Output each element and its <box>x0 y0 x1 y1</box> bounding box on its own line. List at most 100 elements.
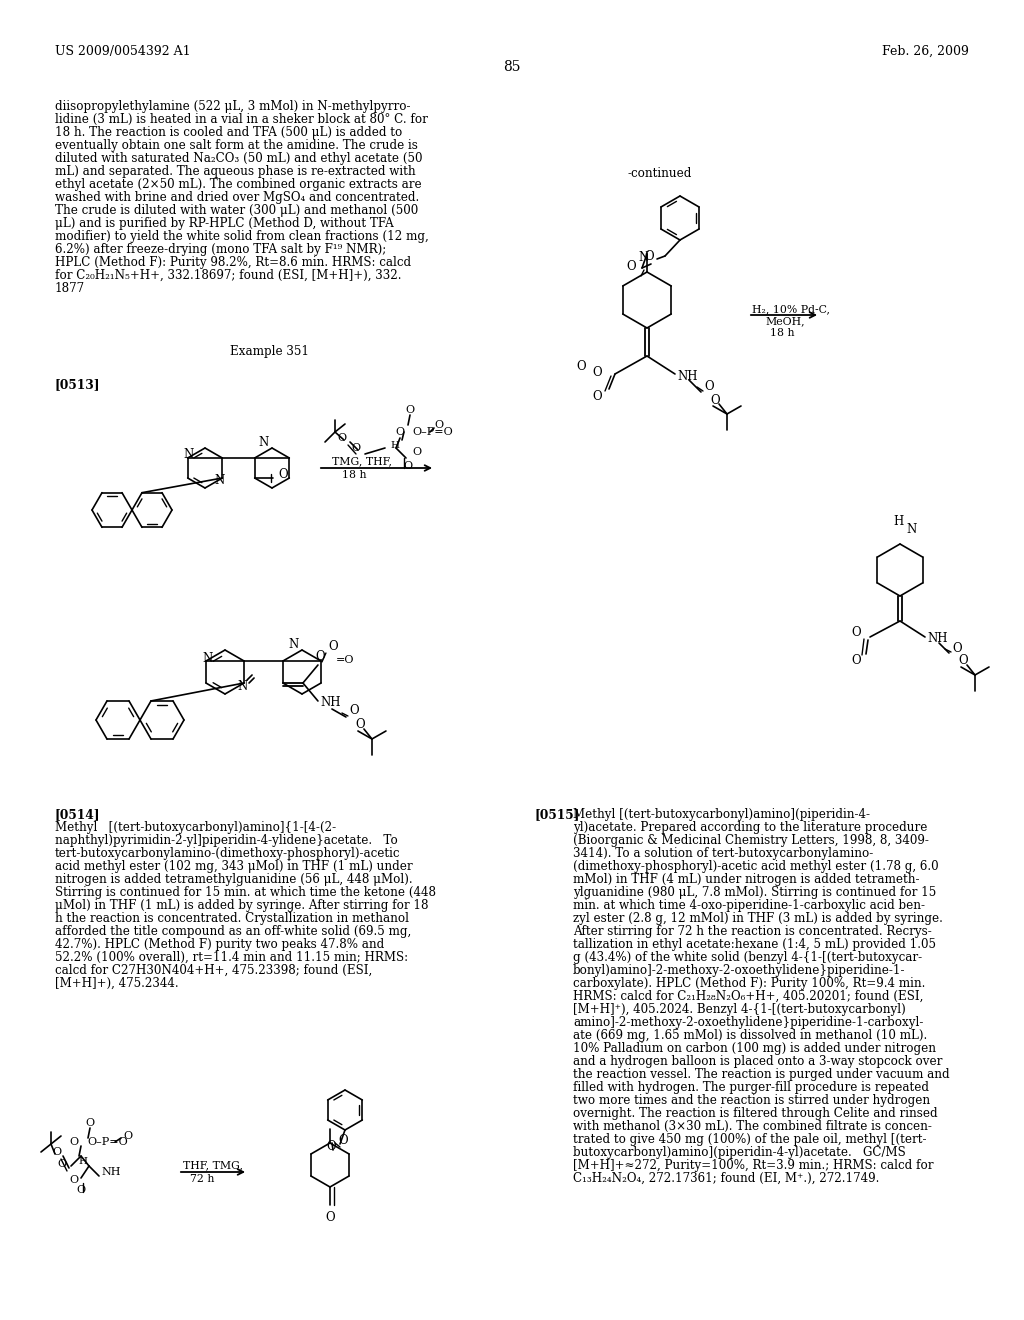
Text: The crude is diluted with water (300 μL) and methanol (500: The crude is diluted with water (300 μL)… <box>55 205 418 216</box>
Text: O: O <box>327 1139 336 1152</box>
Text: eventually obtain one salt form at the amidine. The crude is: eventually obtain one salt form at the a… <box>55 139 418 152</box>
Text: 3414). To a solution of tert-butoxycarbonylamino-: 3414). To a solution of tert-butoxycarbo… <box>573 847 873 861</box>
Text: O: O <box>328 640 338 653</box>
Text: O: O <box>434 420 443 430</box>
Text: O–P=O: O–P=O <box>87 1137 128 1147</box>
Text: (Bioorganic & Medicinal Chemistry Letters, 1998, 8, 3409-: (Bioorganic & Medicinal Chemistry Letter… <box>573 834 929 847</box>
Text: HPLC (Method F): Purity 98.2%, Rt=8.6 min. HRMS: calcd: HPLC (Method F): Purity 98.2%, Rt=8.6 mi… <box>55 256 411 269</box>
Text: N: N <box>214 474 224 487</box>
Text: O: O <box>577 359 586 372</box>
Text: O: O <box>711 393 720 407</box>
Text: 52.2% (100% overall), rt=11.4 min and 11.15 min; HRMS:: 52.2% (100% overall), rt=11.4 min and 11… <box>55 950 409 964</box>
Text: Feb. 26, 2009: Feb. 26, 2009 <box>882 45 969 58</box>
Text: for C₂₀H₂₁N₅+H+, 332.18697; found (ESI, [M+H]+), 332.: for C₂₀H₂₁N₅+H+, 332.18697; found (ESI, … <box>55 269 401 282</box>
Text: h the reaction is concentrated. Crystallization in methanol: h the reaction is concentrated. Crystall… <box>55 912 409 925</box>
Text: O: O <box>315 651 325 664</box>
Text: [M+H]+), 475.2344.: [M+H]+), 475.2344. <box>55 977 178 990</box>
Text: N: N <box>289 639 299 652</box>
Text: bonyl)amino]-2-methoxy-2-oxoethylidene}piperidine-1-: bonyl)amino]-2-methoxy-2-oxoethylidene}p… <box>573 964 905 977</box>
Text: diisopropylethylamine (522 μL, 3 mMol) in N-methylpyrro-: diisopropylethylamine (522 μL, 3 mMol) i… <box>55 100 411 114</box>
Text: yl)acetate. Prepared according to the literature procedure: yl)acetate. Prepared according to the li… <box>573 821 928 834</box>
Text: Stirring is continued for 15 min. at which time the ketone (448: Stirring is continued for 15 min. at whi… <box>55 886 436 899</box>
Text: g (43.4%) of the white solid (benzyl 4-{1-[(tert-butoxycar-: g (43.4%) of the white solid (benzyl 4-{… <box>573 950 923 964</box>
Text: H₂, 10% Pd-C,: H₂, 10% Pd-C, <box>752 304 830 314</box>
Text: diluted with saturated Na₂CO₃ (50 mL) and ethyl acetate (50: diluted with saturated Na₂CO₃ (50 mL) an… <box>55 152 423 165</box>
Text: O: O <box>351 444 360 453</box>
Text: [0514]: [0514] <box>55 808 100 821</box>
Text: Methyl   [(tert-butoxycarbonyl)amino]{1-[4-(2-: Methyl [(tert-butoxycarbonyl)amino]{1-[4… <box>55 821 336 834</box>
Text: [0515]: [0515] <box>535 808 581 821</box>
Text: acid methyl ester (102 mg, 343 μMol) in THF (1 mL) under: acid methyl ester (102 mg, 343 μMol) in … <box>55 861 413 873</box>
Text: tallization in ethyl acetate:hexane (1:4, 5 mL) provided 1.05: tallization in ethyl acetate:hexane (1:4… <box>573 939 936 950</box>
Text: O: O <box>85 1118 94 1129</box>
Text: =O: =O <box>336 655 354 665</box>
Text: trated to give 450 mg (100%) of the pale oil, methyl [(tert-: trated to give 450 mg (100%) of the pale… <box>573 1133 927 1146</box>
Text: O: O <box>77 1185 86 1195</box>
Text: naphthyl)pyrimidin-2-yl]piperidin-4-ylidene}acetate.   To: naphthyl)pyrimidin-2-yl]piperidin-4-ylid… <box>55 834 397 847</box>
Text: N: N <box>183 449 194 462</box>
Text: butoxycarbonyl)amino](piperidin-4-yl)acetate.   GC/MS: butoxycarbonyl)amino](piperidin-4-yl)ace… <box>573 1146 906 1159</box>
Text: the reaction vessel. The reaction is purged under vacuum and: the reaction vessel. The reaction is pur… <box>573 1068 949 1081</box>
Text: O: O <box>644 249 653 263</box>
Text: 10% Palladium on carbon (100 mg) is added under nitrogen: 10% Palladium on carbon (100 mg) is adde… <box>573 1041 936 1055</box>
Text: O: O <box>412 447 421 457</box>
Text: zyl ester (2.8 g, 12 mMol) in THF (3 mL) is added by syringe.: zyl ester (2.8 g, 12 mMol) in THF (3 mL)… <box>573 912 943 925</box>
Text: O: O <box>58 1159 67 1170</box>
Text: O: O <box>326 1210 335 1224</box>
Text: -continued: -continued <box>628 168 692 180</box>
Text: N: N <box>639 251 649 264</box>
Text: C₁₃H₂₄N₂O₄, 272.17361; found (EI, M⁺.), 272.1749.: C₁₃H₂₄N₂O₄, 272.17361; found (EI, M⁺.), … <box>573 1172 880 1185</box>
Text: two more times and the reaction is stirred under hydrogen: two more times and the reaction is stirr… <box>573 1094 930 1107</box>
Text: mL) and separated. The aqueous phase is re-extracted with: mL) and separated. The aqueous phase is … <box>55 165 416 178</box>
Text: [0513]: [0513] <box>55 378 100 391</box>
Text: O: O <box>851 655 861 668</box>
Text: washed with brine and dried over MgSO₄ and concentrated.: washed with brine and dried over MgSO₄ a… <box>55 191 419 205</box>
Text: O: O <box>395 426 404 437</box>
Text: overnight. The reaction is filtered through Celite and rinsed: overnight. The reaction is filtered thro… <box>573 1107 938 1119</box>
Text: O: O <box>52 1147 61 1158</box>
Text: TMG, THF,: TMG, THF, <box>332 455 392 466</box>
Text: 6.2%) after freeze-drying (mono TFA salt by F¹⁹ NMR);: 6.2%) after freeze-drying (mono TFA salt… <box>55 243 386 256</box>
Text: O: O <box>279 469 289 482</box>
Text: 1877: 1877 <box>55 282 85 294</box>
Text: with methanol (3×30 mL). The combined filtrate is concen-: with methanol (3×30 mL). The combined fi… <box>573 1119 932 1133</box>
Text: tert-butoxycarbonylamino-(dimethoxy-phosphoryl)-acetic: tert-butoxycarbonylamino-(dimethoxy-phos… <box>55 847 400 861</box>
Text: O: O <box>338 1134 347 1147</box>
Text: 18 h. The reaction is cooled and TFA (500 μL) is added to: 18 h. The reaction is cooled and TFA (50… <box>55 125 402 139</box>
Text: O: O <box>406 405 415 414</box>
Text: O: O <box>338 433 346 444</box>
Text: O: O <box>592 366 602 379</box>
Text: [M+H]+≈272, Purity=100%, Rt=3.9 min.; HRMS: calcd for: [M+H]+≈272, Purity=100%, Rt=3.9 min.; HR… <box>573 1159 934 1172</box>
Text: 42.7%). HPLC (Method F) purity two peaks 47.8% and: 42.7%). HPLC (Method F) purity two peaks… <box>55 939 384 950</box>
Text: O: O <box>705 380 714 393</box>
Text: O: O <box>627 260 636 273</box>
Text: mMol) in THF (4 mL) under nitrogen is added tetrameth-: mMol) in THF (4 mL) under nitrogen is ad… <box>573 873 920 886</box>
Text: μMol) in THF (1 mL) is added by syringe. After stirring for 18: μMol) in THF (1 mL) is added by syringe.… <box>55 899 428 912</box>
Text: N: N <box>237 680 247 693</box>
Text: O: O <box>592 389 602 403</box>
Text: 18 h: 18 h <box>342 470 367 480</box>
Text: N: N <box>203 652 213 664</box>
Text: NH: NH <box>677 370 697 383</box>
Text: O: O <box>851 627 861 639</box>
Text: MeOH,: MeOH, <box>765 315 805 326</box>
Text: H: H <box>390 441 399 450</box>
Text: After stirring for 72 h the reaction is concentrated. Recrys-: After stirring for 72 h the reaction is … <box>573 925 932 939</box>
Text: ethyl acetate (2×50 mL). The combined organic extracts are: ethyl acetate (2×50 mL). The combined or… <box>55 178 422 191</box>
Text: modifier) to yield the white solid from clean fractions (12 mg,: modifier) to yield the white solid from … <box>55 230 429 243</box>
Text: NH: NH <box>927 632 947 645</box>
Text: carboxylate). HPLC (Method F): Purity 100%, Rt=9.4 min.: carboxylate). HPLC (Method F): Purity 10… <box>573 977 926 990</box>
Text: H: H <box>78 1158 87 1167</box>
Text: μL) and is purified by RP-HPLC (Method D, without TFA: μL) and is purified by RP-HPLC (Method D… <box>55 216 394 230</box>
Text: Example 351: Example 351 <box>230 345 309 358</box>
Text: HRMS: calcd for C₂₁H₂₈N₂O₆+H+, 405.20201; found (ESI,: HRMS: calcd for C₂₁H₂₈N₂O₆+H+, 405.20201… <box>573 990 924 1003</box>
Text: amino]-2-methoxy-2-oxoethylidene}piperidine-1-carboxyl-: amino]-2-methoxy-2-oxoethylidene}piperid… <box>573 1016 924 1030</box>
Text: 72 h: 72 h <box>190 1173 214 1184</box>
Text: [M+H]⁺), 405.2024. Benzyl 4-{1-[(tert-butoxycarbonyl): [M+H]⁺), 405.2024. Benzyl 4-{1-[(tert-bu… <box>573 1003 906 1016</box>
Text: O: O <box>403 461 413 471</box>
Text: O: O <box>349 705 358 718</box>
Text: and a hydrogen balloon is placed onto a 3-way stopcock over: and a hydrogen balloon is placed onto a … <box>573 1055 942 1068</box>
Text: 18 h: 18 h <box>770 327 795 338</box>
Text: O–P=O: O–P=O <box>412 426 453 437</box>
Text: N: N <box>259 437 269 450</box>
